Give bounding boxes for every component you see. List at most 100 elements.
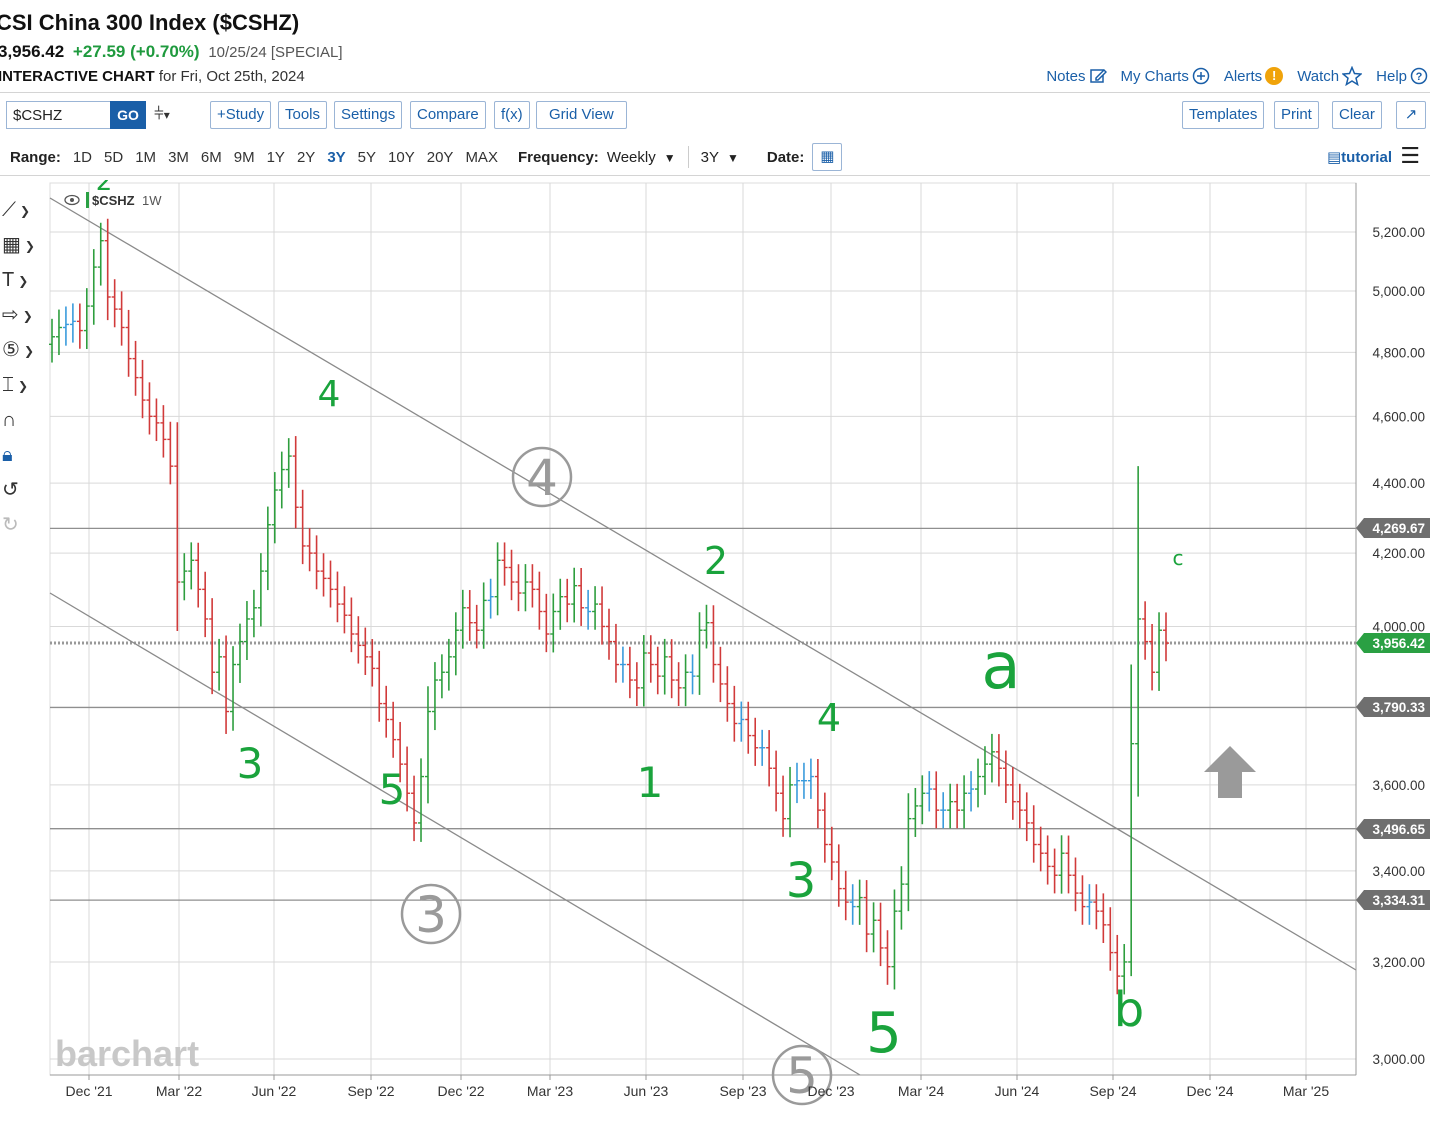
watch-link[interactable]: Watch bbox=[1297, 66, 1363, 86]
chevron-right-icon: ❯ bbox=[23, 343, 34, 358]
chart-for-date: for Fri, Oct 25th, 2024 bbox=[158, 68, 305, 85]
calendar-button[interactable]: ▦ bbox=[812, 143, 843, 171]
ohlc-bars bbox=[49, 218, 1169, 995]
x-tick-label: Sep '24 bbox=[1089, 1083, 1136, 1099]
eye-icon-pupil bbox=[70, 198, 74, 202]
x-tick-label: Jun '24 bbox=[995, 1083, 1040, 1099]
range-option[interactable]: 3M bbox=[168, 148, 189, 166]
x-tick-label: Dec '22 bbox=[437, 1083, 484, 1099]
arrow-shape-icon: ⇨ bbox=[2, 304, 19, 326]
star-icon bbox=[1342, 66, 1363, 86]
range-option[interactable]: 1M bbox=[135, 148, 157, 166]
magnet-tool[interactable]: ∩ bbox=[2, 406, 44, 434]
range-option[interactable]: 1Y bbox=[266, 148, 285, 166]
plot-frame bbox=[49, 182, 1357, 1076]
barchart-watermark: barchart bbox=[55, 1033, 199, 1074]
separator bbox=[687, 146, 689, 168]
chart-type-dropdown[interactable]: ⫩▾ bbox=[154, 104, 170, 124]
shape-tool[interactable]: ⇨ ❯ bbox=[2, 301, 44, 329]
alert-icon: ! bbox=[1265, 67, 1284, 85]
settings-button[interactable]: Settings bbox=[334, 101, 403, 129]
popout-button[interactable]: ↗ bbox=[1396, 101, 1426, 129]
frequency-dropdown[interactable]: Weekly ▼ bbox=[607, 149, 676, 166]
lock-tool[interactable]: 🔒︎ bbox=[2, 441, 44, 469]
range-option[interactable]: 9M bbox=[233, 148, 255, 166]
y-tick-label: 4,800.00 bbox=[1372, 345, 1425, 360]
range-option[interactable]: 3Y bbox=[327, 148, 346, 166]
print-button[interactable]: Print bbox=[1274, 101, 1319, 129]
study-button[interactable]: +Study bbox=[210, 101, 272, 129]
svg-text:?: ? bbox=[1416, 71, 1423, 83]
price-tag-label: 3,496.65 bbox=[1372, 822, 1425, 837]
clear-button[interactable]: Clear bbox=[1332, 101, 1382, 129]
tutorial-link[interactable]: ▤tutorial bbox=[1327, 148, 1392, 166]
y-tick-label: 4,400.00 bbox=[1372, 476, 1425, 491]
undo-tool[interactable]: ↺ bbox=[2, 476, 44, 504]
help-link[interactable]: Help ? bbox=[1376, 66, 1428, 86]
range-option[interactable]: 5D bbox=[104, 148, 124, 166]
wave-label: 4 bbox=[817, 696, 841, 740]
my-charts-link[interactable]: My Charts bbox=[1121, 66, 1210, 86]
page-title: CSI China 300 Index ($CSHZ) bbox=[0, 10, 300, 35]
edit-icon bbox=[1089, 68, 1107, 83]
range-option[interactable]: 1D bbox=[72, 148, 93, 166]
range-option[interactable]: MAX bbox=[465, 148, 498, 166]
redo-tool[interactable]: ↻ bbox=[2, 511, 44, 539]
period-dropdown[interactable]: 3Y ▼ bbox=[701, 149, 739, 166]
fib-tool[interactable]: ▦ ❯ bbox=[2, 231, 44, 259]
range-options: 1D 5D 1M 3M 6M 9M 1Y 2Y 3Y 5Y 10Y 20Y MAX bbox=[73, 149, 510, 166]
chevron-down-icon: ▼ bbox=[726, 150, 739, 165]
price-tag-label: 3,334.31 bbox=[1372, 893, 1425, 908]
notes-label: Notes bbox=[1046, 67, 1086, 85]
menu-icon[interactable]: ☰ bbox=[1400, 143, 1420, 168]
compare-button[interactable]: Compare bbox=[410, 101, 486, 129]
price-tag-label: 3,790.33 bbox=[1372, 700, 1425, 715]
price-chart[interactable]: 2 4 3 5 2 1 4 3 5 a b c 4 3 5 3,000.00 3,200.00 3,400.00… bbox=[0, 180, 1456, 1110]
x-tick-label: Mar '23 bbox=[527, 1083, 573, 1099]
undo-icon: ↺ bbox=[2, 479, 19, 501]
tools-button[interactable]: Tools bbox=[278, 101, 328, 129]
fx-button[interactable]: f(x) bbox=[494, 101, 530, 129]
measure-tool[interactable]: ⌶ ❯ bbox=[2, 371, 44, 399]
trend-channel bbox=[49, 197, 1357, 1076]
range-option[interactable]: 5Y bbox=[357, 148, 377, 166]
text-tool[interactable]: T ❯ bbox=[2, 266, 44, 294]
line-icon: ⟋ bbox=[2, 199, 16, 221]
x-tick-label: Dec '23 bbox=[807, 1083, 854, 1099]
y-tick-label: 3,600.00 bbox=[1372, 778, 1425, 793]
grid-view-button[interactable]: Grid View bbox=[536, 101, 627, 129]
wave-label: 5 bbox=[866, 1001, 902, 1066]
wave-label: 2 bbox=[96, 180, 113, 197]
y-tick-label: 3,000.00 bbox=[1372, 1052, 1425, 1067]
circled-wave-marker bbox=[511, 446, 573, 508]
wave-label: 1 bbox=[637, 758, 664, 807]
upper-trendline bbox=[49, 197, 1357, 971]
range-option[interactable]: 20Y bbox=[426, 148, 454, 166]
range-option[interactable]: 2Y bbox=[296, 148, 316, 166]
magnet-icon: ∩ bbox=[2, 409, 17, 431]
notes-link[interactable]: Notes bbox=[1046, 66, 1107, 86]
header-divider bbox=[0, 92, 1430, 93]
price-tag bbox=[1356, 518, 1430, 538]
measure-icon: ⌶ bbox=[2, 374, 14, 396]
wave-label: 3 bbox=[237, 739, 264, 788]
line-tool[interactable]: ⟋ ❯ bbox=[2, 196, 44, 224]
wave-labels: 2 4 3 5 2 1 4 3 5 a b c 4 3 5 bbox=[96, 180, 1184, 1106]
series-interval-label: 1W bbox=[142, 193, 162, 208]
toolbar: GO ⫩▾ +Study Tools Settings Compare f(x)… bbox=[6, 101, 1430, 129]
x-tick-label: Dec '24 bbox=[1186, 1083, 1233, 1099]
range-option[interactable]: 6M bbox=[200, 148, 222, 166]
price-tag bbox=[1356, 819, 1430, 839]
film-icon: ▤ bbox=[1326, 149, 1342, 166]
go-button[interactable]: GO bbox=[110, 101, 146, 129]
chevron-right-icon: ❯ bbox=[18, 273, 29, 288]
alerts-link[interactable]: Alerts ! bbox=[1224, 66, 1284, 86]
y-tick-label: 4,000.00 bbox=[1372, 619, 1425, 634]
chevron-right-icon: ❯ bbox=[24, 238, 35, 253]
y-tick-label: 5,200.00 bbox=[1372, 225, 1425, 240]
frequency-label: Frequency: bbox=[517, 148, 599, 166]
wave-label-tool[interactable]: ⑤ ❯ bbox=[2, 336, 44, 364]
external-arrow-icon: ↗ bbox=[1404, 106, 1418, 123]
templates-button[interactable]: Templates bbox=[1182, 101, 1265, 129]
range-option[interactable]: 10Y bbox=[388, 148, 415, 166]
